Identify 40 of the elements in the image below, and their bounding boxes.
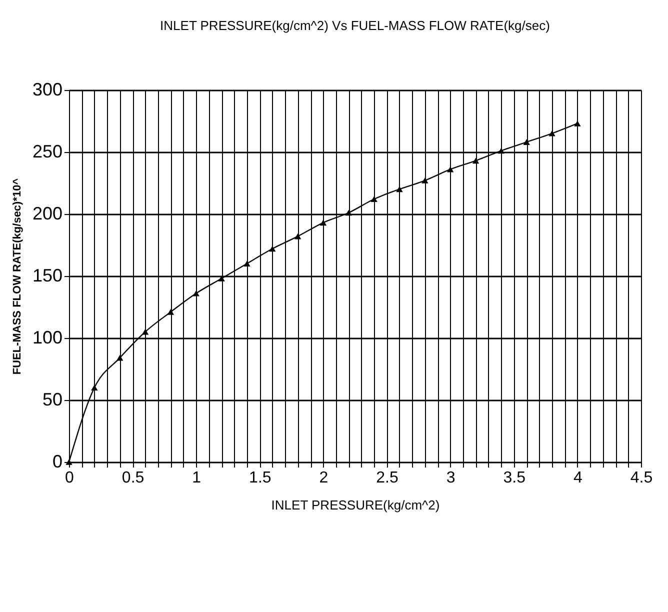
y-tick-label: 100: [32, 328, 62, 348]
point: [422, 178, 428, 184]
x-tick-label: 1.5: [249, 470, 272, 486]
x-axis-title: INLET PRESSURE(kg/cm^2): [271, 498, 440, 512]
x-tick-label: 1: [192, 470, 202, 486]
point: [218, 276, 225, 282]
x-tick-label: 3.5: [503, 470, 526, 486]
y-tick-label: 300: [32, 80, 62, 100]
x-tick-label: 2: [319, 470, 328, 486]
point: [548, 130, 556, 136]
point: [446, 166, 454, 172]
chart-title: INLET PRESSURE(kg/cm^2) Vs FUEL-MASS FLOW RATE(kg/sec): [160, 18, 550, 33]
y-axis-title: FUEL-MASS FLOW RATE(kg/sec)*10^: [11, 178, 24, 375]
x-tick-label: 0.5: [122, 470, 144, 486]
x-tick-label: 2.5: [376, 470, 398, 486]
point: [345, 210, 352, 216]
point: [523, 139, 530, 145]
y-tick-label: 250: [32, 142, 62, 162]
point: [472, 158, 480, 164]
y-tick-label: 50: [42, 390, 62, 410]
x-tick-label: 4: [573, 470, 582, 486]
y-tick-label: 150: [32, 266, 62, 286]
point: [116, 354, 124, 361]
x-tick-label: 3: [446, 470, 456, 486]
point: [244, 260, 250, 267]
point: [142, 328, 149, 335]
point: [294, 233, 302, 240]
point: [498, 148, 505, 154]
x-tick-label: 0: [65, 470, 74, 486]
x-tick-label: 4.5: [630, 470, 653, 486]
y-tick-label: 200: [32, 204, 62, 224]
point: [192, 290, 200, 296]
point: [396, 186, 403, 192]
point: [91, 384, 98, 391]
point: [320, 220, 327, 226]
point: [574, 120, 581, 126]
point: [167, 309, 174, 315]
y-tick-label: 0: [52, 452, 62, 472]
point: [269, 246, 276, 252]
point: [370, 196, 378, 202]
